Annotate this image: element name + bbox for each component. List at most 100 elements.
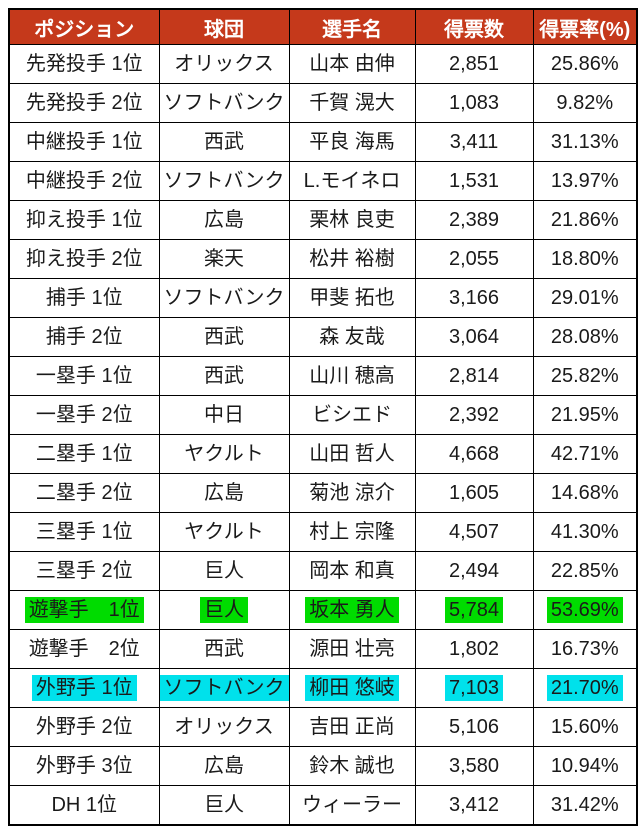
rate-text: 9.82% [556, 92, 614, 114]
player-cell: 岡本 和真 [288, 551, 416, 591]
player-text: 森 友哉 [319, 326, 385, 348]
player-cell: ウィーラー [288, 785, 416, 826]
rate-cell: 14.68% [532, 473, 638, 513]
rate-text: 13.97% [550, 170, 619, 192]
position-text: 抑え投手 1位 [25, 209, 143, 231]
votes-text: 3,412 [448, 794, 500, 816]
player-cell: ビシエド [288, 395, 416, 435]
votes-cell: 3,166 [414, 278, 534, 318]
table-row: 三塁手 2位 巨人 岡本 和真 2,494 22.85% [8, 551, 638, 591]
votes-cell: 5,784 [414, 590, 534, 630]
team-cell: 巨人 [158, 551, 290, 591]
player-text: 岡本 和真 [309, 560, 395, 582]
table-row: 外野手 3位 広島 鈴木 誠也 3,580 10.94% [8, 746, 638, 786]
votes-text: 3,064 [448, 326, 500, 348]
rate-text: 53.69% [546, 597, 623, 623]
rate-cell: 21.95% [532, 395, 638, 435]
team-cell: ヤクルト [158, 434, 290, 474]
votes-text: 2,055 [448, 248, 500, 270]
table-row: 捕手 2位 西武 森 友哉 3,064 28.08% [8, 317, 638, 357]
team-cell: 西武 [158, 629, 290, 669]
player-cell: 吉田 正尚 [288, 707, 416, 747]
player-text: 鈴木 誠也 [309, 755, 395, 777]
rate-text: 18.80% [550, 248, 619, 270]
player-cell: 山川 穂高 [288, 356, 416, 396]
rate-text: 10.94% [550, 755, 619, 777]
rate-text: 21.95% [550, 404, 619, 426]
rate-text: 29.01% [550, 287, 619, 309]
player-cell: 菊池 涼介 [288, 473, 416, 513]
player-cell: 森 友哉 [288, 317, 416, 357]
votes-text: 4,507 [448, 521, 500, 543]
team-cell: 西武 [158, 122, 290, 162]
rate-cell: 22.85% [532, 551, 638, 591]
player-text: 山本 由伸 [309, 53, 395, 75]
team-cell: 広島 [158, 473, 290, 513]
position-cell: 捕手 2位 [8, 317, 160, 357]
player-text: 村上 宗隆 [309, 521, 395, 543]
team-cell: オリックス [158, 707, 290, 747]
position-text: 二塁手 1位 [35, 443, 133, 465]
team-cell: オリックス [158, 44, 290, 84]
votes-cell: 3,411 [414, 122, 534, 162]
rate-cell: 53.69% [532, 590, 638, 630]
rate-text: 28.08% [550, 326, 619, 348]
rate-text: 25.82% [550, 365, 619, 387]
position-text: 中継投手 2位 [25, 170, 143, 192]
team-text: 巨人 [204, 560, 244, 582]
rate-text: 31.13% [550, 131, 619, 153]
player-cell: 甲斐 拓也 [288, 278, 416, 318]
team-cell: 中日 [158, 395, 290, 435]
table-row: 一塁手 1位 西武 山川 穂高 2,814 25.82% [8, 356, 638, 396]
table-row: 外野手 2位 オリックス 吉田 正尚 5,106 15.60% [8, 707, 638, 747]
rate-cell: 29.01% [532, 278, 638, 318]
position-text: 外野手 3位 [35, 755, 133, 777]
team-cell: 広島 [158, 200, 290, 240]
votes-cell: 1,531 [414, 161, 534, 201]
team-cell: ソフトバンク [158, 161, 290, 201]
team-cell: ソフトバンク [158, 83, 290, 123]
position-text: 二塁手 2位 [35, 482, 133, 504]
player-text: 松井 裕樹 [309, 248, 395, 270]
team-cell: ヤクルト [158, 512, 290, 552]
player-text: 吉田 正尚 [309, 716, 395, 738]
votes-text: 1,531 [448, 170, 500, 192]
table-row: 遊撃手 2位 西武 源田 壮亮 1,802 16.73% [8, 629, 638, 669]
player-cell: 千賀 滉大 [288, 83, 416, 123]
votes-text: 1,605 [448, 482, 500, 504]
rate-text: 21.70% [546, 675, 623, 701]
votes-text: 5,106 [448, 716, 500, 738]
rate-cell: 25.86% [532, 44, 638, 84]
votes-text: 2,389 [448, 209, 500, 231]
votes-text: 7,103 [444, 675, 504, 701]
table-row: 二塁手 2位 広島 菊池 涼介 1,605 14.68% [8, 473, 638, 513]
team-text: ソフトバンク [163, 287, 285, 309]
votes-cell: 2,389 [414, 200, 534, 240]
rate-text: 25.86% [550, 53, 619, 75]
team-text: 楽天 [204, 248, 244, 270]
rate-cell: 9.82% [532, 83, 638, 123]
table-header-row: ポジション 球団 選手名 得票数 得票率(%) [8, 8, 638, 45]
rate-cell: 31.13% [532, 122, 638, 162]
position-cell: 中継投手 2位 [8, 161, 160, 201]
votes-cell: 4,668 [414, 434, 534, 474]
votes-cell: 3,412 [414, 785, 534, 826]
rate-text: 16.73% [550, 638, 619, 660]
position-text: 遊撃手 2位 [28, 638, 140, 660]
position-cell: 先発投手 2位 [8, 83, 160, 123]
player-text: L.モイネロ [303, 170, 401, 192]
column-header-rate: 得票率(%) [532, 8, 638, 45]
rate-text: 15.60% [550, 716, 619, 738]
position-text: 抑え投手 2位 [25, 248, 143, 270]
position-cell: 遊撃手 1位 [8, 590, 160, 630]
rate-cell: 21.86% [532, 200, 638, 240]
table-row: 中継投手 2位 ソフトバンク L.モイネロ 1,531 13.97% [8, 161, 638, 201]
votes-cell: 2,392 [414, 395, 534, 435]
vote-results-table: ポジション 球団 選手名 得票数 得票率(%) 先発投手 1位 オリックス 山本… [8, 8, 638, 826]
player-cell: 栗林 良吏 [288, 200, 416, 240]
player-text: 源田 壮亮 [309, 638, 395, 660]
rate-cell: 18.80% [532, 239, 638, 279]
rate-cell: 16.73% [532, 629, 638, 669]
position-cell: 捕手 1位 [8, 278, 160, 318]
